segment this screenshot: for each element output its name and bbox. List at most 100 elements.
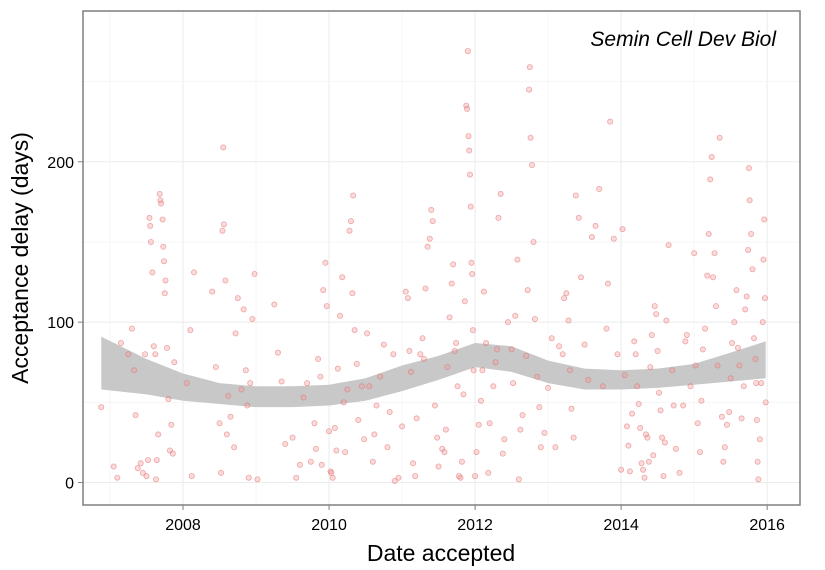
- data-point: [720, 458, 727, 465]
- data-point: [395, 474, 402, 481]
- data-point: [465, 133, 472, 140]
- data-point: [486, 420, 493, 427]
- data-point: [244, 402, 251, 409]
- data-point: [526, 86, 533, 93]
- data-point: [672, 445, 679, 452]
- data-point: [377, 373, 384, 380]
- data-point: [567, 367, 574, 374]
- data-point: [444, 364, 451, 371]
- data-point: [169, 450, 176, 457]
- data-point: [710, 274, 717, 281]
- y-tick-label: 100: [47, 315, 74, 332]
- data-point: [650, 452, 657, 459]
- data-point: [320, 287, 327, 294]
- data-point: [441, 449, 448, 456]
- data-point: [131, 367, 138, 374]
- data-point: [434, 434, 441, 441]
- data-point: [390, 351, 397, 358]
- data-point: [683, 331, 690, 338]
- data-point: [572, 192, 579, 199]
- data-point: [142, 351, 149, 358]
- data-point: [523, 352, 530, 359]
- data-point: [346, 227, 353, 234]
- data-point: [466, 147, 473, 154]
- data-point: [467, 203, 474, 210]
- data-point: [729, 340, 736, 347]
- data-point: [334, 365, 341, 372]
- data-point: [161, 258, 168, 265]
- data-point: [534, 373, 541, 380]
- data-point: [373, 402, 380, 409]
- chart-annotation: Semin Cell Dev Biol: [590, 28, 777, 51]
- data-point: [289, 434, 296, 441]
- data-point: [337, 312, 344, 319]
- data-point: [222, 277, 229, 284]
- data-point: [128, 325, 135, 332]
- data-point: [431, 402, 438, 409]
- data-point: [694, 420, 701, 427]
- data-point: [626, 468, 633, 475]
- data-point: [417, 351, 424, 358]
- data-point: [721, 444, 728, 451]
- data-point: [307, 458, 314, 465]
- data-point: [369, 458, 376, 465]
- data-point: [466, 171, 473, 178]
- data-point: [663, 317, 670, 324]
- data-point: [707, 176, 714, 183]
- data-point: [240, 306, 247, 313]
- data-point: [333, 447, 340, 454]
- data-point: [495, 214, 502, 221]
- data-point: [659, 434, 666, 441]
- data-point: [644, 434, 651, 441]
- data-point: [190, 269, 197, 276]
- data-point: [526, 64, 533, 71]
- data-point: [242, 367, 249, 374]
- data-point: [329, 474, 336, 481]
- data-point: [227, 413, 234, 420]
- data-point: [758, 380, 765, 387]
- data-point: [512, 312, 519, 319]
- data-point: [654, 348, 661, 355]
- data-point: [147, 222, 154, 229]
- data-point: [640, 466, 647, 473]
- data-point: [519, 412, 526, 419]
- data-point: [296, 461, 303, 468]
- data-point: [147, 238, 154, 245]
- data-point: [238, 386, 245, 393]
- data-point: [217, 469, 224, 476]
- data-point: [753, 380, 760, 387]
- x-tick-label: 2010: [311, 517, 347, 534]
- data-point: [311, 420, 318, 427]
- data-point: [424, 243, 431, 250]
- data-point: [282, 441, 289, 448]
- data-point: [581, 341, 588, 348]
- data-point: [406, 348, 413, 355]
- data-point: [711, 250, 718, 257]
- data-point: [727, 375, 734, 382]
- data-point: [514, 256, 521, 263]
- data-point: [351, 327, 358, 334]
- data-point: [604, 280, 611, 287]
- data-point: [461, 298, 468, 305]
- data-point: [748, 230, 755, 237]
- data-point: [339, 274, 346, 281]
- data-point: [647, 364, 654, 371]
- data-point: [458, 458, 465, 465]
- data-point: [165, 396, 172, 403]
- data-point: [220, 221, 227, 228]
- data-point: [407, 368, 414, 375]
- data-point: [216, 420, 223, 427]
- data-point: [704, 272, 711, 279]
- data-point: [691, 250, 698, 257]
- data-point: [501, 436, 508, 443]
- data-point: [575, 214, 582, 221]
- data-point: [480, 288, 487, 295]
- data-point: [386, 408, 393, 415]
- data-point: [110, 463, 117, 470]
- data-point: [723, 421, 730, 428]
- data-point: [293, 474, 300, 481]
- data-point: [619, 226, 626, 233]
- data-point: [592, 222, 599, 229]
- data-point: [661, 439, 668, 446]
- data-point: [448, 280, 455, 287]
